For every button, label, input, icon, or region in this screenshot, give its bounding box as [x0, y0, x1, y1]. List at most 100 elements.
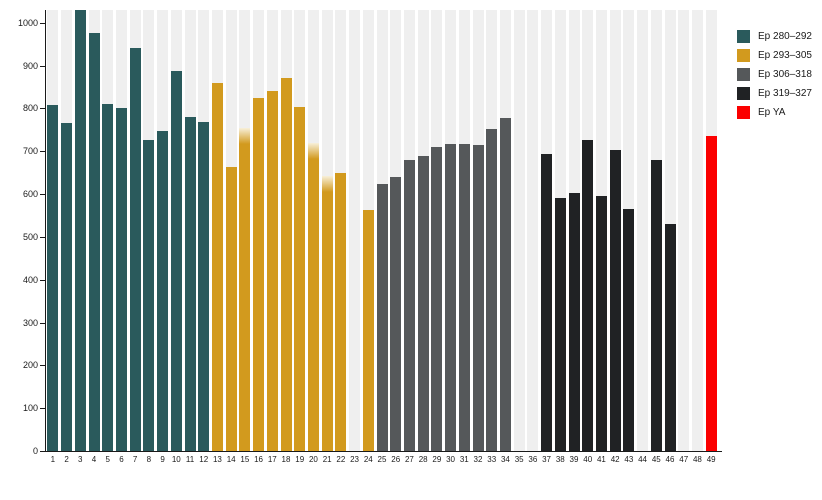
x-tick-label: 25: [377, 455, 387, 464]
x-tick-label: 38: [555, 455, 565, 464]
x-tick-label: 12: [199, 455, 209, 464]
legend-swatch: [737, 87, 750, 100]
y-axis-line: [45, 10, 46, 452]
bar: [445, 144, 457, 451]
x-tick-label: 32: [473, 455, 483, 464]
bar: [307, 142, 319, 451]
bar: [362, 209, 374, 451]
bar: [458, 144, 470, 451]
bar: [157, 131, 169, 451]
y-tick-mark: [40, 408, 45, 410]
x-tick-label: 30: [446, 455, 456, 464]
x-tick-label: 27: [404, 455, 414, 464]
legend: Ep 280–292 Ep 293–305 Ep 306–318 Ep 319–327…: [737, 30, 812, 125]
bar: [403, 159, 415, 451]
x-tick-label: 10: [171, 455, 181, 464]
x-tick-label: 37: [542, 455, 552, 464]
x-tick-label: 40: [583, 455, 593, 464]
legend-label: Ep 319–327: [758, 88, 812, 99]
x-tick-label: 13: [212, 455, 222, 464]
bar: [198, 121, 210, 451]
y-tick-mark: [40, 236, 45, 238]
bar: [321, 175, 333, 451]
bar: [472, 144, 484, 451]
legend-label: Ep 293–305: [758, 50, 812, 61]
y-tick-mark: [40, 322, 45, 324]
bar: [664, 224, 676, 451]
legend-swatch: [737, 68, 750, 81]
x-axis-line: [42, 451, 722, 452]
x-tick-label: 6: [119, 455, 124, 464]
bar: [253, 98, 265, 451]
legend-swatch: [737, 30, 750, 43]
bar: [609, 150, 621, 451]
bar: [211, 83, 223, 451]
y-tick-mark: [40, 65, 45, 67]
x-tick-label: 36: [528, 455, 538, 464]
x-tick-label: 11: [185, 455, 195, 464]
y-tick-label: 500: [22, 231, 38, 242]
x-tick-label: 1: [50, 455, 56, 464]
bar: [102, 104, 114, 451]
x-tick-label: 22: [336, 455, 346, 464]
legend-item: Ep YA: [737, 106, 812, 119]
bar: [650, 159, 662, 451]
bar: [623, 209, 635, 451]
x-tick-label: 21: [322, 455, 332, 464]
x-tick-label: 14: [226, 455, 236, 464]
bar-background-slot: [678, 10, 690, 451]
x-tick-label: 42: [610, 455, 620, 464]
y-tick-label: 200: [22, 360, 38, 371]
legend-label: Ep YA: [758, 107, 786, 118]
bar: [88, 32, 100, 451]
y-tick-mark: [40, 151, 45, 153]
y-tick-label: 100: [22, 403, 38, 414]
y-tick-label: 600: [22, 189, 38, 200]
legend-swatch: [737, 49, 750, 62]
x-tick-label: 47: [679, 455, 689, 464]
x-tick-label: 46: [665, 455, 675, 464]
bar: [239, 127, 251, 451]
bar-background-slot: [513, 10, 525, 451]
bar: [431, 147, 443, 451]
bar-background-slot: [349, 10, 361, 451]
bar: [143, 139, 155, 451]
y-tick-mark: [40, 365, 45, 367]
y-tick-label: 700: [22, 146, 38, 157]
bar: [280, 77, 292, 451]
x-tick-label: 2: [64, 455, 69, 464]
bar: [74, 10, 86, 451]
legend-item: Ep 306–318: [737, 68, 812, 81]
bar: [294, 106, 306, 451]
bar: [582, 139, 594, 451]
x-tick-label: 41: [596, 455, 606, 464]
x-tick-label: 18: [281, 455, 291, 464]
x-tick-label: 29: [432, 455, 442, 464]
y-tick-label: 1000: [17, 17, 38, 28]
bar: [705, 135, 717, 451]
legend-item: Ep 280–292: [737, 30, 812, 43]
x-tick-label: 19: [295, 455, 305, 464]
x-tick-label: 35: [514, 455, 524, 464]
y-tick-label: 400: [22, 274, 38, 285]
y-tick-mark: [40, 451, 45, 452]
x-tick-label: 20: [308, 455, 318, 464]
bar: [170, 70, 182, 451]
legend-item: Ep 293–305: [737, 49, 812, 62]
x-tick-label: 45: [651, 455, 661, 464]
bar: [390, 177, 402, 451]
x-tick-label: 34: [500, 455, 510, 464]
legend-swatch: [737, 106, 750, 119]
bar: [541, 154, 553, 451]
bar: [115, 108, 127, 451]
bar: [266, 90, 278, 451]
x-tick-label: 16: [254, 455, 264, 464]
y-tick-mark: [40, 279, 45, 281]
legend-label: Ep 280–292: [758, 31, 812, 42]
y-tick-label: 800: [22, 103, 38, 114]
bar: [417, 156, 429, 451]
y-tick-mark: [40, 194, 45, 196]
x-tick-label: 8: [146, 455, 152, 464]
plot-area: [42, 10, 722, 452]
